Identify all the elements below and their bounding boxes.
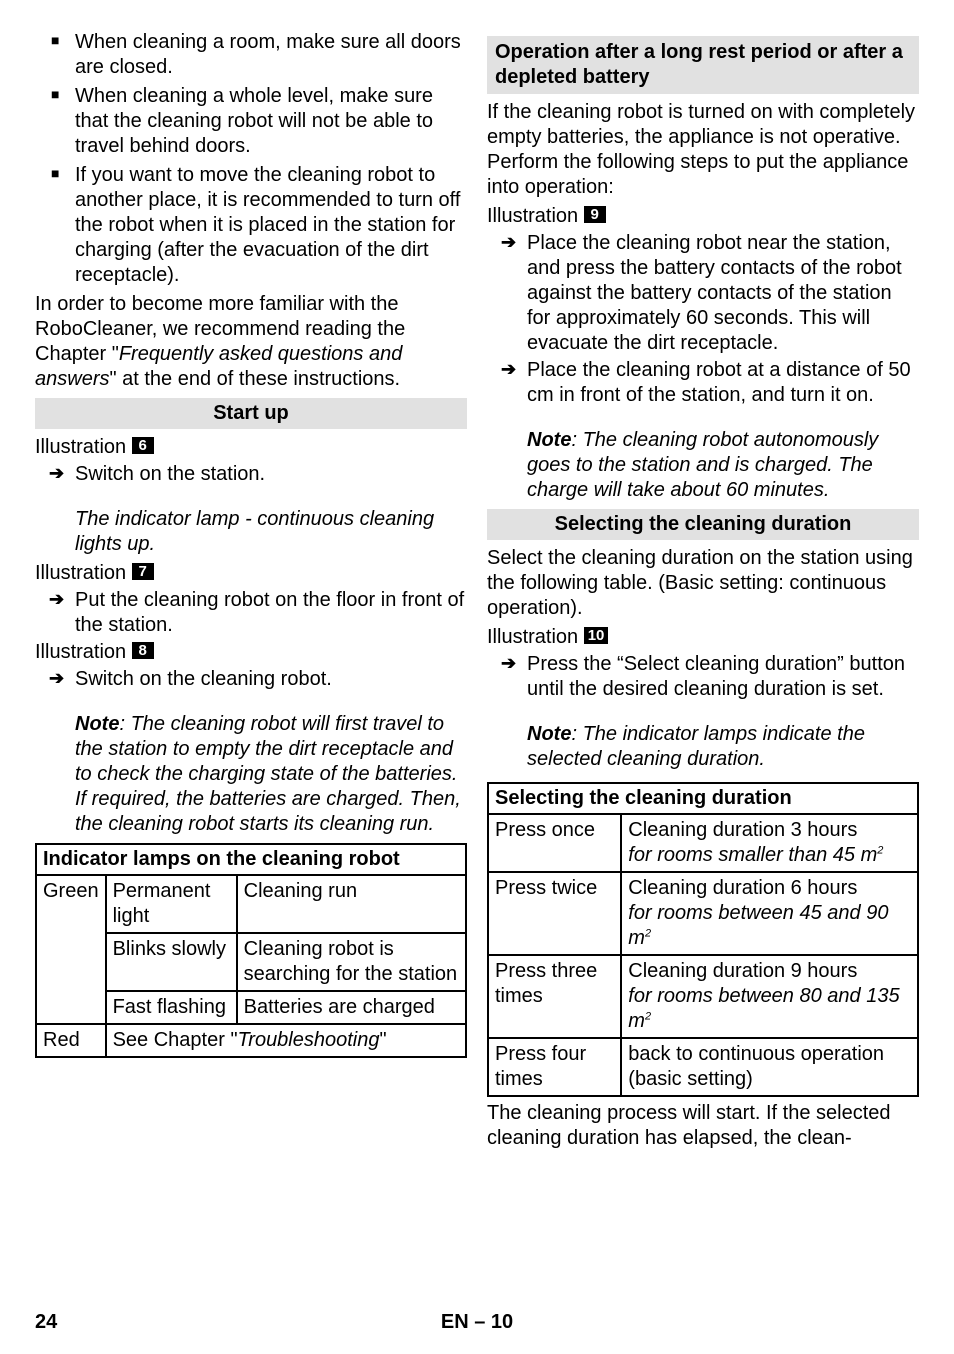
- table-cell: Cleaning duration 6 hours for rooms betw…: [621, 872, 918, 955]
- footer: 24 EN – 10: [35, 1311, 919, 1334]
- bullet-item: When cleaning a whole level, make sure t…: [75, 84, 467, 159]
- step-note: The indicator lamp - continuous cleaning…: [75, 507, 467, 557]
- superscript: 2: [645, 1010, 651, 1022]
- left-column: When cleaning a room, make sure all door…: [35, 30, 467, 1155]
- text: for rooms smaller than 45 m: [628, 844, 877, 866]
- selecting-duration-intro: Select the cleaning duration on the stat…: [487, 546, 919, 621]
- illustration-label: Illustration: [487, 205, 578, 227]
- step-list: Press the “Select cleaning duration” but…: [487, 652, 919, 702]
- closing-para: The cleaning process will start. If the …: [487, 1101, 919, 1151]
- indicator-lamps-table: Indicator lamps on the cleaning robot Gr…: [35, 843, 467, 1058]
- table-cell: Cleaning duration 9 hours for rooms betw…: [621, 955, 918, 1038]
- table-cell: Fast flashing: [106, 991, 237, 1024]
- table-row: Press once Cleaning duration 3 hours for…: [488, 814, 918, 872]
- room-size: for rooms between 45 and 90 m2: [628, 902, 888, 949]
- superscript: 2: [645, 927, 651, 939]
- duration-text: Cleaning duration 9 hours: [628, 960, 857, 982]
- bullet-item: When cleaning a room, make sure all door…: [75, 30, 467, 80]
- table-row: Red See Chapter "Troubleshooting": [36, 1024, 466, 1057]
- step-note: Note: The cleaning robot will first trav…: [75, 712, 467, 837]
- illustration-8-label: Illustration 8: [35, 640, 467, 665]
- table-cell: Press three times: [488, 955, 621, 1038]
- selecting-duration-header: Selecting the cleaning duration: [487, 509, 919, 540]
- step-list: Place the cleaning robot near the statio…: [487, 231, 919, 408]
- table-cell: Blinks slowly: [106, 933, 237, 991]
- illustration-9-label: Illustration 9: [487, 204, 919, 229]
- duration-text: Cleaning duration 3 hours: [628, 819, 857, 841]
- table-cell: back to continuous operation (basic sett…: [621, 1038, 918, 1096]
- note-label: Note: [527, 723, 571, 745]
- table-cell: Cleaning robot is searching for the stat…: [237, 933, 466, 991]
- text: for rooms between 80 and 135 m: [628, 985, 899, 1032]
- operation-header: Operation after a long rest period or af…: [487, 36, 919, 94]
- superscript: 2: [877, 844, 883, 856]
- table-header: Selecting the cleaning duration: [488, 783, 918, 814]
- note-body: : The cleaning robot autonomously goes t…: [527, 429, 878, 501]
- right-column: Operation after a long rest period or af…: [487, 30, 919, 1155]
- bullet-item: If you want to move the cleaning robot t…: [75, 163, 467, 288]
- illustration-6-label: Illustration 6: [35, 435, 467, 460]
- step-item: Put the cleaning robot on the floor in f…: [75, 588, 467, 638]
- note-label: Note: [75, 713, 119, 735]
- operation-intro: If the cleaning robot is turned on with …: [487, 100, 919, 200]
- table-cell: See Chapter "Troubleshooting": [106, 1024, 466, 1057]
- table-cell: Cleaning run: [237, 875, 466, 933]
- illustration-number-badge: 10: [584, 627, 609, 644]
- table-cell: Cleaning duration 3 hours for rooms smal…: [621, 814, 918, 872]
- table-cell: Red: [36, 1024, 106, 1057]
- table-cell: Green: [36, 875, 106, 1024]
- illustration-label: Illustration: [35, 562, 126, 584]
- text: See Chapter ": [113, 1029, 238, 1051]
- step-item: Press the “Select cleaning duration” but…: [527, 652, 919, 702]
- table-row: Press four times back to continuous oper…: [488, 1038, 918, 1096]
- duration-text: Cleaning duration 6 hours: [628, 877, 857, 899]
- columns: When cleaning a room, make sure all door…: [35, 30, 919, 1155]
- table-row: Press twice Cleaning duration 6 hours fo…: [488, 872, 918, 955]
- step-list: Switch on the cleaning robot.: [35, 667, 467, 692]
- text: for rooms between 45 and 90 m: [628, 902, 888, 949]
- step-note: Note: The indicator lamps indicate the s…: [527, 722, 919, 772]
- note-body: : The cleaning robot will first travel t…: [75, 713, 461, 835]
- note-body: : The indicator lamps indicate the selec…: [527, 723, 865, 770]
- step-item: Place the cleaning robot near the statio…: [527, 231, 919, 356]
- step-note: Note: The cleaning robot autonomously go…: [527, 428, 919, 503]
- step-list: Switch on the station.: [35, 462, 467, 487]
- table-row: Press three times Cleaning duration 9 ho…: [488, 955, 918, 1038]
- manual-page: When cleaning a room, make sure all door…: [0, 0, 954, 1354]
- illustration-10-label: Illustration 10: [487, 625, 919, 650]
- illustration-label: Illustration: [487, 626, 578, 648]
- chapter-title: Troubleshooting: [238, 1029, 380, 1051]
- illustration-number-badge: 6: [132, 437, 154, 454]
- footer-center: EN – 10: [441, 1311, 513, 1334]
- room-size: for rooms smaller than 45 m2: [628, 844, 883, 866]
- text: ": [380, 1029, 387, 1051]
- note-label: Note: [527, 429, 571, 451]
- table-cell: Batteries are charged: [237, 991, 466, 1024]
- illustration-number-badge: 8: [132, 642, 154, 659]
- step-list: Put the cleaning robot on the floor in f…: [35, 588, 467, 638]
- step-item: Switch on the cleaning robot.: [75, 667, 467, 692]
- intro-bullets: When cleaning a room, make sure all door…: [35, 30, 467, 288]
- illustration-number-badge: 9: [584, 206, 606, 223]
- step-item: Place the cleaning robot at a distance o…: [527, 358, 919, 408]
- table-header: Indicator lamps on the cleaning robot: [36, 844, 466, 875]
- faq-reference-para: In order to become more familiar with th…: [35, 292, 467, 392]
- illustration-7-label: Illustration 7: [35, 561, 467, 586]
- table-cell: Press twice: [488, 872, 621, 955]
- cleaning-duration-table: Selecting the cleaning duration Press on…: [487, 782, 919, 1097]
- text: " at the end of these instructions.: [109, 368, 400, 390]
- page-number: 24: [35, 1311, 57, 1334]
- table-cell: Press four times: [488, 1038, 621, 1096]
- illustration-number-badge: 7: [132, 563, 154, 580]
- illustration-label: Illustration: [35, 641, 126, 663]
- room-size: for rooms between 80 and 135 m2: [628, 985, 899, 1032]
- table-cell: Permanent light: [106, 875, 237, 933]
- table-row: Green Permanent light Cleaning run: [36, 875, 466, 933]
- step-item: Switch on the station.: [75, 462, 467, 487]
- table-cell: Press once: [488, 814, 621, 872]
- illustration-label: Illustration: [35, 436, 126, 458]
- startup-header: Start up: [35, 398, 467, 429]
